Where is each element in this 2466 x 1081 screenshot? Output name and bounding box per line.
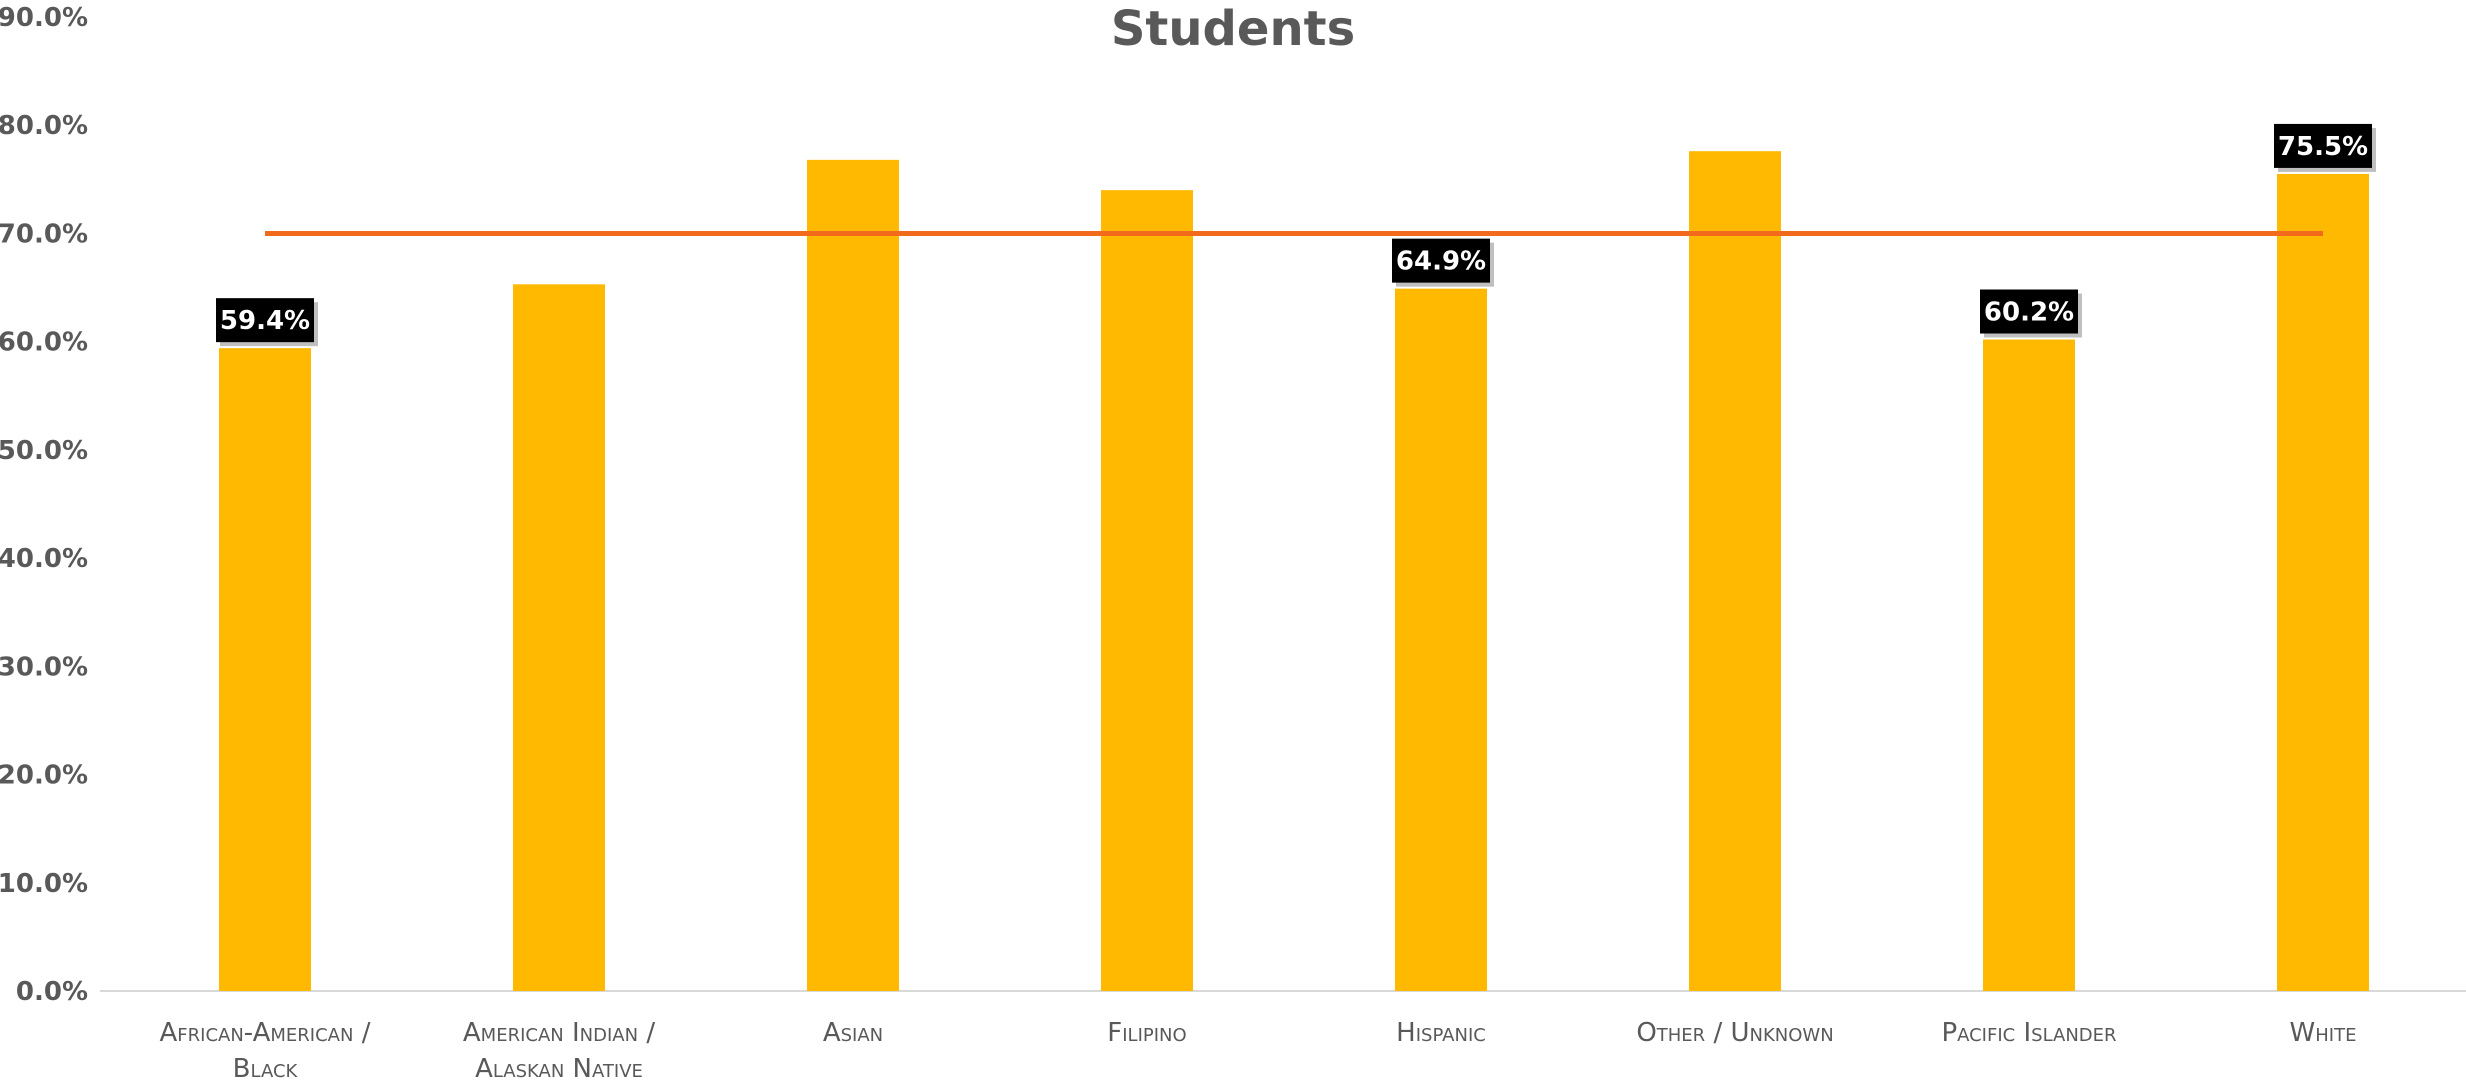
x-category-label: Filipino <box>1107 1018 1186 1048</box>
data-label-text: 64.9% <box>1396 247 1486 277</box>
y-axis: 0.0% 10.0% 20.0% 30.0% 40.0% 50.0% 60.0% 70.0% 8… <box>0 3 88 1007</box>
x-axis: African-American / Black American Indian /… <box>160 1018 2357 1081</box>
x-category-label-line: Other / Unknown <box>1636 1018 1833 1048</box>
data-label-text: 59.4% <box>220 306 310 336</box>
data-label: 59.4% <box>216 298 318 347</box>
data-label-box <box>1980 289 2078 334</box>
data-label-text: 75.5% <box>2278 132 2368 162</box>
x-category-label: White <box>2290 1018 2357 1048</box>
x-category-label: African-American / Black <box>160 1018 371 1081</box>
y-tick-label: 0.0% <box>16 977 88 1007</box>
x-category-label-line: Filipino <box>1107 1018 1186 1048</box>
x-category-label: American Indian / Alaskan Native <box>463 1018 655 1081</box>
chart-title: Students <box>1111 1 1355 57</box>
y-tick-label: 30.0% <box>0 652 88 682</box>
bar <box>1101 190 1193 992</box>
bars <box>219 151 2369 992</box>
y-tick-label: 80.0% <box>0 111 88 141</box>
bar <box>513 284 605 991</box>
x-category-label-line: Pacific Islander <box>1941 1018 2116 1048</box>
bar <box>219 348 311 991</box>
x-category-label-line: White <box>2290 1018 2357 1048</box>
data-label-box <box>1392 238 1490 283</box>
x-category-label: Pacific Islander <box>1941 1018 2116 1048</box>
x-category-label-line: Asian <box>823 1018 883 1048</box>
x-category-label-line: Alaskan Native <box>475 1054 643 1081</box>
x-category-label: Other / Unknown <box>1636 1018 1833 1048</box>
x-category-label: Hispanic <box>1396 1018 1486 1048</box>
bar <box>1983 339 2075 992</box>
bar <box>1395 288 1487 991</box>
x-category-label: Asian <box>823 1018 883 1048</box>
y-tick-label: 20.0% <box>0 761 88 791</box>
bar <box>807 159 899 991</box>
data-label-text: 60.2% <box>1984 298 2074 328</box>
y-tick-label: 60.0% <box>0 328 88 358</box>
data-label-box <box>2274 123 2372 168</box>
data-label: 75.5% <box>2274 123 2376 172</box>
data-label: 60.2% <box>1980 289 2082 338</box>
y-tick-label: 70.0% <box>0 219 88 249</box>
bar <box>1689 151 1781 991</box>
y-tick-label: 90.0% <box>0 3 88 33</box>
x-category-label-line: African-American / <box>160 1018 371 1048</box>
y-tick-label: 10.0% <box>0 869 88 899</box>
y-tick-label: 40.0% <box>0 544 88 574</box>
y-tick-label: 50.0% <box>0 436 88 466</box>
x-category-label-line: Black <box>233 1054 299 1081</box>
data-labels: 59.4% 64.9% 60.2% 75.5% <box>216 123 2376 347</box>
x-category-label-line: American Indian / <box>463 1018 655 1048</box>
x-category-label-line: Hispanic <box>1396 1018 1486 1048</box>
data-label: 64.9% <box>1392 238 1494 287</box>
data-label-box <box>216 298 314 343</box>
bar <box>2277 173 2369 991</box>
